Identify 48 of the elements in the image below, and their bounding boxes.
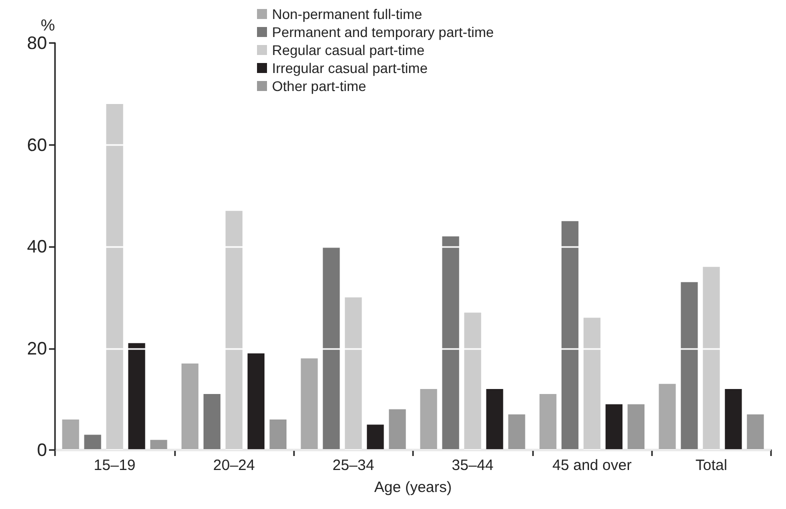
y-axis-title: % <box>40 18 55 35</box>
legend-label: Irregular casual part-time <box>272 60 428 76</box>
bar <box>181 364 198 450</box>
legend-label: Regular casual part-time <box>272 42 425 58</box>
x-tick-label: 20–24 <box>213 457 255 474</box>
y-tick-label: 60 <box>26 134 47 155</box>
bar <box>746 414 764 450</box>
bar <box>366 424 384 450</box>
x-tick-label: 25–34 <box>332 457 374 474</box>
bar <box>204 394 220 450</box>
legend-label: Other part-time <box>272 78 366 94</box>
bar <box>442 236 460 450</box>
legend-label: Permanent and temporary part-time <box>272 24 494 40</box>
bar <box>606 404 622 450</box>
bar <box>539 394 556 450</box>
x-tick-label: 15–19 <box>94 457 136 474</box>
bar <box>248 353 264 450</box>
bar <box>420 388 438 450</box>
y-tick-label: 20 <box>26 338 47 358</box>
bar <box>270 419 287 450</box>
y-tick-label: 40 <box>26 236 47 256</box>
bar <box>226 210 242 450</box>
x-tick-label: 45 and over <box>552 457 632 474</box>
x-tick-label: Total <box>695 457 728 474</box>
bar <box>322 246 340 450</box>
bar <box>584 318 600 450</box>
bar <box>388 409 406 450</box>
bar <box>344 297 362 450</box>
bar <box>300 358 318 450</box>
bar <box>702 266 720 450</box>
bar <box>628 404 645 450</box>
bar <box>464 312 482 450</box>
bar <box>562 221 578 450</box>
y-tick-label: 0 <box>36 440 47 460</box>
legend-label: Non-permanent full-time <box>272 6 422 22</box>
bar <box>106 104 124 450</box>
bar <box>150 440 168 450</box>
bar <box>62 419 80 450</box>
bar <box>508 414 526 450</box>
bar <box>658 384 676 450</box>
bar <box>680 282 698 450</box>
y-tick-label: 80 <box>26 33 47 53</box>
bar <box>128 343 146 450</box>
bar <box>84 434 102 450</box>
bar <box>486 388 504 450</box>
x-tick-label: 35–44 <box>452 457 494 474</box>
bar <box>724 388 742 450</box>
x-axis-title: Age (years) <box>374 479 452 496</box>
